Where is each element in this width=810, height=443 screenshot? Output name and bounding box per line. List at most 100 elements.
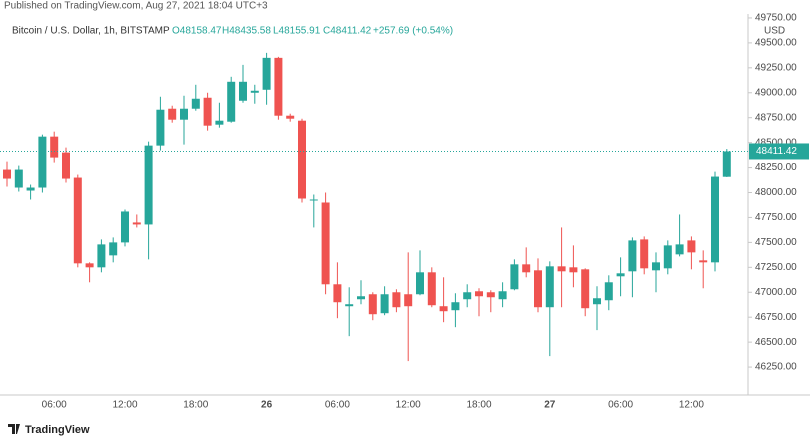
y-tick-label: 49000.00 [755,87,797,98]
candle-body [156,109,165,146]
ohlc-low: L48155.91 [273,26,321,37]
candle-body [545,266,554,308]
legend-header: Bitcoin / U.S. Dollar, 1h, BITSTAMP O481… [12,26,453,37]
x-tick-label: 06:00 [42,400,67,411]
candle-body [711,176,719,263]
y-tick-label: 46500.00 [755,337,797,348]
candle-body [50,136,59,158]
candle-body [628,240,637,272]
x-tick-label: 06:00 [608,400,633,411]
candle-body [333,284,342,303]
candle-body [510,264,519,290]
candle-body [593,298,601,305]
candle-body [14,169,23,188]
candle-body [85,263,94,268]
y-tick-label: 47000.00 [755,287,797,298]
y-tick-label: 48500.00 [755,137,797,148]
x-tick-label: 26 [261,400,273,411]
y-tick-label: 49250.00 [755,62,797,73]
candle-body [38,136,47,188]
candle-body [262,57,271,90]
brand: TradingView [8,424,90,436]
candle-body [451,302,460,311]
y-tick-label: 47500.00 [755,237,797,248]
candle-body [522,264,531,273]
y-tick-label: 47250.00 [755,262,797,273]
y-tick-label: 47750.00 [755,212,797,223]
currency: USD [764,26,785,37]
candle-body [274,57,283,116]
y-tick-label: 48000.00 [755,187,797,198]
candle-body [321,202,330,285]
y-tick-label: 49500.00 [755,38,797,49]
candle-body [699,260,708,263]
candle-body [73,177,82,264]
candle-body [427,272,436,306]
candle-body [439,306,448,312]
candle-body [498,291,507,300]
brand-name: TradingView [25,424,90,436]
candle-body [640,239,649,269]
candle-body [109,242,118,256]
candle-body [652,262,660,271]
candle-body [722,151,731,177]
candle-body [357,296,365,300]
candle-body [616,273,625,277]
x-tick-label: 18:00 [466,400,491,411]
candle-body [604,282,613,301]
x-tick-label: 12:00 [679,400,704,411]
candle-body [26,187,35,191]
candle-body [298,120,306,199]
x-tick-label: 27 [544,400,556,411]
symbol: Bitcoin / U.S. Dollar, 1h, BITSTAMP [12,26,170,37]
ohlc-change: +257.69 (+0.54%) [373,26,453,37]
candle-body [675,244,684,255]
candle-body [687,240,696,253]
candle-body [191,98,200,109]
y-tick-label: 46750.00 [755,312,797,323]
x-tick-label: 12:00 [112,400,137,411]
candle-body [250,90,259,93]
candle-body [144,145,153,225]
candle-body [345,304,354,307]
candle-body [180,108,188,120]
candle-body [121,211,129,243]
ohlc-high: H48435.58 [222,26,271,37]
ohlc-close: C48411.42 [323,26,372,37]
ohlc-open: O48158.47 [172,26,222,37]
x-tick-label: 06:00 [325,400,350,411]
candle-body [416,272,424,295]
y-tick-label: 46250.00 [755,362,797,373]
candle-body [463,292,472,300]
candle-body [663,245,672,269]
candle-body [404,294,413,307]
candle-body [581,269,590,309]
x-tick-label: 18:00 [183,400,208,411]
candle-body [475,291,483,297]
candle-body [97,244,106,268]
candle-body [569,267,578,273]
candle-body [227,81,236,122]
y-tick-label: 48250.00 [755,162,797,173]
candle-body [168,108,177,120]
y-tick-label: 49750.00 [755,13,797,24]
y-tick-label: 48750.00 [755,112,797,123]
last-price-box [749,143,809,160]
candle-body [309,199,318,201]
candle-body [215,120,224,125]
last-price-label: 48411.42 [756,146,797,157]
candle-body [3,169,11,179]
candle-body [368,294,377,315]
candle-body [286,115,295,119]
candle-body [132,222,141,225]
candle-body [239,81,247,101]
candle-body [557,266,566,272]
candle-body [62,152,70,179]
candle-body [203,97,212,126]
brand-logo [8,424,20,434]
candle-body [534,270,542,308]
candle-body [486,292,495,298]
published-note: Published on TradingView.com, Aug 27, 20… [4,1,268,12]
candle-body [392,292,401,308]
